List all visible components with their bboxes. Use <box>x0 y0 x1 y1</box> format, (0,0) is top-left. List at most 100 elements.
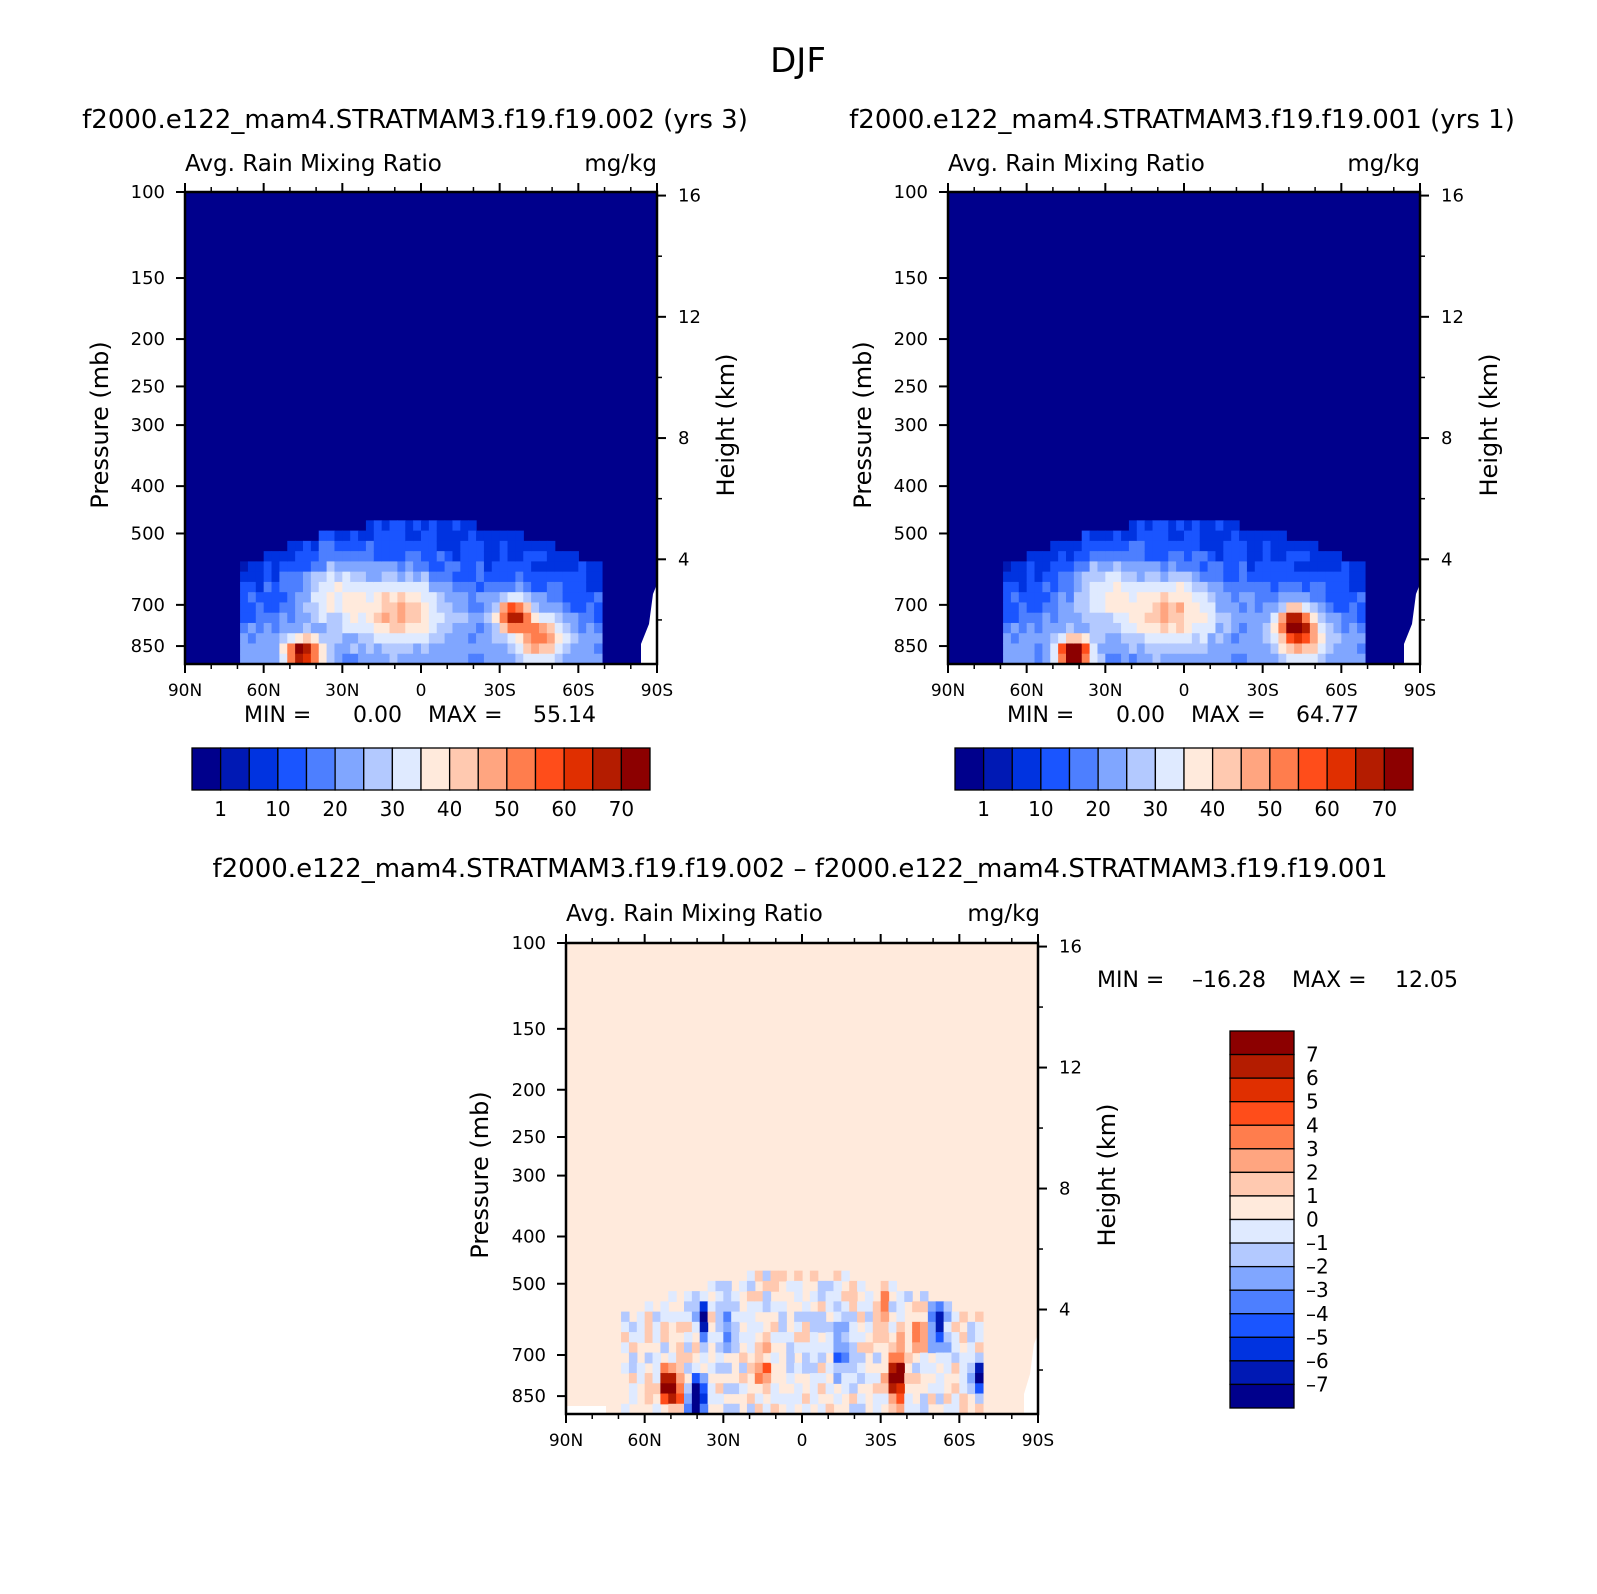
contour-cell <box>864 1291 874 1302</box>
x-tick-label: 90N <box>168 681 202 701</box>
contour-cell <box>1199 643 1209 655</box>
contour-cell <box>896 1373 905 1384</box>
contour-cell <box>1066 551 1075 562</box>
contour-cell <box>1357 653 1366 665</box>
contour-cell <box>723 1311 732 1323</box>
contour-cell <box>554 551 564 562</box>
contour-cell <box>460 602 469 614</box>
contour-cell <box>857 1301 866 1313</box>
contour-cell <box>334 551 343 562</box>
contour-cell <box>1184 602 1193 614</box>
colorbar-box <box>563 747 594 791</box>
contour-cell <box>546 622 556 634</box>
contour-cell <box>1152 520 1161 532</box>
contour-cell <box>1333 592 1342 604</box>
contour-cell <box>342 643 351 655</box>
contour-cell <box>507 643 516 655</box>
contour-cell <box>1152 643 1161 655</box>
contour-cell <box>739 1383 748 1395</box>
contour-cell <box>468 551 477 562</box>
contour-cell <box>397 520 406 532</box>
contour-cell <box>1034 612 1043 624</box>
contour-cell <box>786 1373 795 1384</box>
contour-cell <box>452 540 461 552</box>
contour-cell <box>531 633 540 645</box>
contour-cell <box>240 592 249 604</box>
contour-cell <box>523 592 532 604</box>
contour-cell <box>872 1332 882 1343</box>
contour-cell <box>935 1373 945 1384</box>
contour-cell <box>1144 530 1154 542</box>
contour-cell <box>271 592 280 604</box>
contour-cell <box>1349 643 1358 655</box>
contour-cell <box>397 571 406 583</box>
contour-cell <box>644 1321 654 1333</box>
contour-cell <box>644 1332 654 1343</box>
contour-cell <box>754 1301 764 1313</box>
contour-cell <box>1278 653 1287 665</box>
x-tick-label: 0 <box>416 681 427 701</box>
contour-cell <box>1207 643 1217 655</box>
contour-cell <box>444 581 454 593</box>
max-label-left: MAX = <box>428 703 503 728</box>
contour-cell <box>833 1280 842 1292</box>
contour-cell <box>731 1311 740 1323</box>
contour-cell <box>468 571 477 583</box>
contour-cell <box>421 571 430 583</box>
contour-cell <box>1097 653 1106 665</box>
contour-cell <box>1215 561 1224 573</box>
pressure-tick-label: 300 <box>131 415 165 436</box>
contour-cell <box>1168 530 1177 542</box>
contour-cell <box>452 551 461 562</box>
contour-cell <box>1058 643 1067 655</box>
contour-cell <box>951 1362 960 1374</box>
contour-cell <box>499 561 509 573</box>
contour-cell <box>888 1383 897 1395</box>
contour-cell <box>731 1301 740 1313</box>
contour-cell <box>1262 602 1272 614</box>
contour-cell <box>1184 571 1193 583</box>
contour-cell <box>802 1321 811 1333</box>
contour-cell <box>389 643 398 655</box>
contour-cell <box>1018 643 1028 655</box>
x-tick-label: 0 <box>797 1431 808 1451</box>
contour-cell <box>880 1311 890 1323</box>
contour-cell <box>350 551 359 562</box>
contour-cell <box>436 561 446 573</box>
contour-cell <box>817 1321 827 1333</box>
contour-cell <box>428 612 438 624</box>
contour-cell <box>1325 571 1335 583</box>
contour-cell <box>334 571 343 583</box>
contour-cell <box>1223 551 1232 562</box>
contour-cell <box>1121 633 1130 645</box>
contour-cell <box>1215 551 1224 562</box>
pressure-tick-label: 850 <box>894 636 928 657</box>
contour-cell <box>1239 633 1248 645</box>
contour-cell <box>1073 592 1083 604</box>
contour-cell <box>912 1321 921 1333</box>
contour-cell <box>644 1373 654 1384</box>
height-tick-label: 12 <box>678 307 701 328</box>
contour-cell <box>436 540 446 552</box>
contour-cell <box>1073 561 1083 573</box>
contour-cell <box>1081 643 1091 655</box>
contour-cell <box>817 1342 827 1354</box>
contour-cell <box>849 1373 858 1384</box>
contour-cell <box>358 643 367 655</box>
contour-cell <box>350 540 359 552</box>
contour-cell <box>365 540 375 552</box>
contour-cell <box>358 633 367 645</box>
contour-cell <box>880 1373 890 1384</box>
contour-cell <box>1136 653 1146 665</box>
contour-cell <box>389 592 398 604</box>
contour-cell <box>770 1321 779 1333</box>
contour-cell <box>1309 592 1319 604</box>
contour-cell <box>746 1291 756 1302</box>
contour-cell <box>1239 643 1248 655</box>
contour-cell <box>350 581 359 593</box>
contour-cell <box>880 1383 890 1395</box>
contour-cell <box>1105 633 1114 645</box>
contour-cell <box>546 653 556 665</box>
contour-cell <box>1333 602 1342 614</box>
colorbar-box <box>982 747 1013 791</box>
